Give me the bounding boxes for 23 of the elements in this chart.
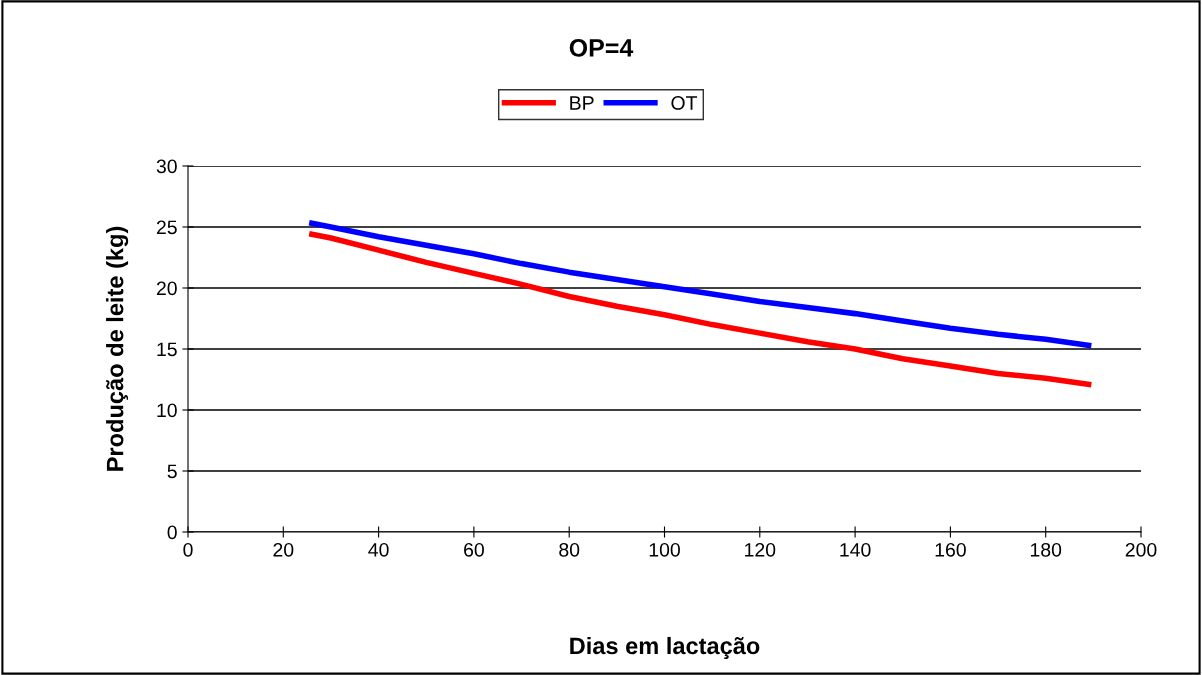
x-tick-label: 100	[649, 542, 680, 557]
x-tick-label: 60	[464, 542, 484, 557]
x-tick-label: 200	[1125, 542, 1157, 557]
y-tick-label: 30	[156, 159, 177, 174]
chart-title: OP=4	[569, 39, 634, 57]
y-tick-label: 0	[167, 525, 177, 540]
legend-label: OT	[671, 96, 698, 110]
y-tick-label: 5	[167, 464, 177, 479]
y-axis-title: Produção de leite (kg)	[106, 226, 129, 471]
x-tick-label: 180	[1030, 542, 1062, 557]
x-tick-label: 120	[745, 542, 776, 557]
x-axis-title: Dias em lactação	[570, 636, 760, 659]
y-tick-label: 10	[157, 403, 177, 418]
x-tick-label: 0	[183, 542, 193, 557]
x-tick-label: 40	[368, 542, 389, 557]
x-tick-label: 160	[935, 542, 966, 557]
y-tick-label: 15	[157, 342, 177, 357]
legend-label: BP	[570, 96, 594, 110]
x-tick-label: 140	[840, 542, 871, 557]
y-tick-label: 20	[156, 281, 177, 296]
y-tick-label: 25	[156, 220, 177, 235]
x-tick-label: 80	[559, 542, 580, 557]
x-tick-label: 20	[273, 542, 294, 557]
